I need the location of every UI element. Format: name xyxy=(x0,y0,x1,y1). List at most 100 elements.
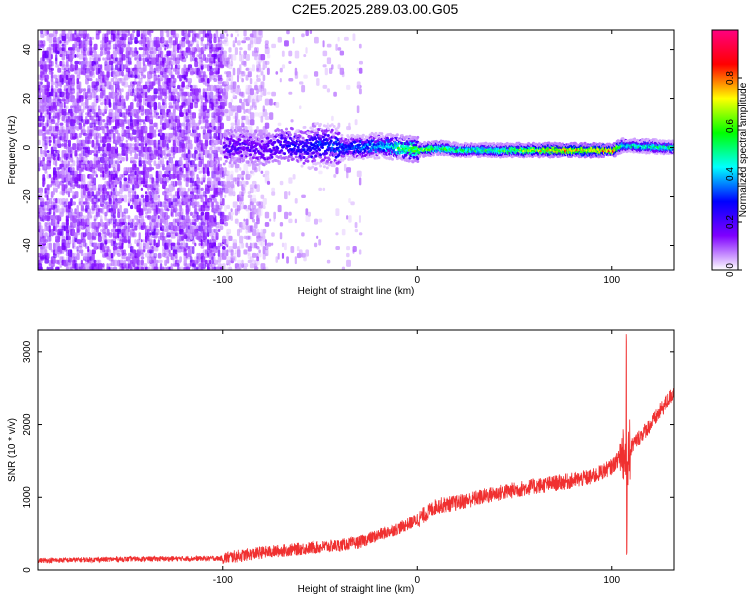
heatmap-cell xyxy=(334,152,338,156)
heatmap-cell xyxy=(87,201,90,210)
heatmap-cell xyxy=(65,150,69,158)
heatmap-cell xyxy=(243,108,246,114)
heatmap-cell xyxy=(249,119,255,126)
heatmap-cell xyxy=(80,112,84,121)
heatmap-cell xyxy=(97,30,102,34)
heatmap-cell xyxy=(326,43,332,48)
heatmap-cell xyxy=(202,174,206,181)
heatmap-cell xyxy=(192,67,195,73)
heatmap-cell xyxy=(326,127,330,131)
heatmap-cell xyxy=(48,242,52,251)
heatmap-cell xyxy=(264,246,269,251)
heatmap-cell xyxy=(110,129,114,134)
heatmap-cell xyxy=(348,198,351,203)
heatmap-cell xyxy=(140,252,145,257)
heatmap-cell xyxy=(76,74,81,80)
heatmap-cell xyxy=(174,33,180,39)
heatmap-cell xyxy=(104,47,108,55)
heatmap-cell xyxy=(42,174,46,182)
heatmap-cell xyxy=(40,30,44,35)
heatmap-cell xyxy=(119,91,122,98)
heatmap-cell xyxy=(91,36,95,41)
heatmap-cell xyxy=(72,242,75,249)
heatmap-cell xyxy=(258,201,264,209)
heatmap-cell xyxy=(117,95,120,100)
heatmap-cell xyxy=(119,160,123,164)
heatmap-cell xyxy=(123,208,129,214)
heatmap-cell xyxy=(157,252,162,259)
heatmap-cell xyxy=(277,36,282,43)
heatmap-cell xyxy=(215,60,218,67)
heatmap-cell xyxy=(72,222,76,229)
heatmap-cell xyxy=(100,115,103,122)
heatmap-cell xyxy=(198,242,201,247)
heatmap-cell xyxy=(115,235,118,240)
heatmap-cell xyxy=(309,30,313,35)
heatmap-cell xyxy=(125,126,130,130)
heatmap-cell xyxy=(106,47,111,51)
heatmap-cell xyxy=(236,259,242,264)
heatmap-cell xyxy=(136,81,141,86)
heatmap-cell xyxy=(236,40,241,46)
heatmap-cell xyxy=(168,170,171,175)
heatmap-cell xyxy=(80,174,86,182)
heatmap-cell xyxy=(331,64,334,70)
heatmap-cell xyxy=(187,143,193,150)
heatmap-cell xyxy=(66,270,70,275)
heatmap-cell xyxy=(100,270,102,276)
heatmap-cell xyxy=(70,198,73,206)
heatmap-cell xyxy=(87,204,90,210)
heatmap-cell xyxy=(269,139,273,143)
heatmap-cell xyxy=(110,170,113,176)
heatmap-cell xyxy=(155,122,159,130)
heatmap-cell xyxy=(219,122,224,130)
heatmap-cell xyxy=(78,225,81,232)
heatmap-cell xyxy=(166,215,170,220)
heatmap-cell xyxy=(250,137,253,141)
heatmap-cell xyxy=(192,112,196,119)
heatmap-cell xyxy=(213,112,216,120)
heatmap-cell xyxy=(104,270,106,278)
heatmap-cell xyxy=(125,167,130,174)
heatmap-cell xyxy=(200,187,204,191)
heatmap-cell xyxy=(50,67,54,71)
heatmap-cell xyxy=(96,270,98,277)
heatmap-cell xyxy=(226,129,230,133)
heatmap-cell xyxy=(57,50,60,55)
heatmap-cell xyxy=(222,162,226,166)
heatmap-cell xyxy=(361,157,365,161)
heatmap-cell xyxy=(140,215,144,222)
heatmap-cell xyxy=(100,263,103,269)
heatmap-cell xyxy=(91,191,95,197)
heatmap-cell xyxy=(67,74,71,79)
heatmap-cell xyxy=(48,222,51,228)
heatmap-cell xyxy=(127,67,131,74)
heatmap-cell xyxy=(59,198,63,206)
heatmap-cell xyxy=(87,33,90,39)
heatmap-cell xyxy=(256,184,260,193)
heatmap-cell xyxy=(104,239,108,245)
heatmap-cell xyxy=(271,242,274,246)
heatmap-cell xyxy=(159,64,163,73)
heatmap-cell xyxy=(129,204,134,210)
heatmap-cell xyxy=(132,71,135,77)
heatmap-cell xyxy=(72,143,77,151)
heatmap-cell xyxy=(112,160,118,164)
heatmap-cell xyxy=(78,249,84,254)
heatmap-cell xyxy=(205,270,207,276)
heatmap-cell xyxy=(266,67,270,75)
heatmap-cell xyxy=(211,43,214,48)
heatmap-cell xyxy=(346,167,352,173)
heatmap-cell xyxy=(95,132,99,138)
heatmap-cell xyxy=(123,167,128,175)
heatmap-cell xyxy=(108,163,111,169)
heatmap-cell xyxy=(106,239,112,244)
heatmap-cell xyxy=(230,163,234,168)
heatmap-cell xyxy=(91,105,95,113)
heatmap-cell xyxy=(115,129,119,135)
heatmap-cell xyxy=(97,263,103,270)
heatmap-cell xyxy=(125,215,131,220)
heatmap-cell xyxy=(299,81,304,85)
heatmap-cell xyxy=(144,242,150,250)
heatmap-cell xyxy=(272,146,276,150)
